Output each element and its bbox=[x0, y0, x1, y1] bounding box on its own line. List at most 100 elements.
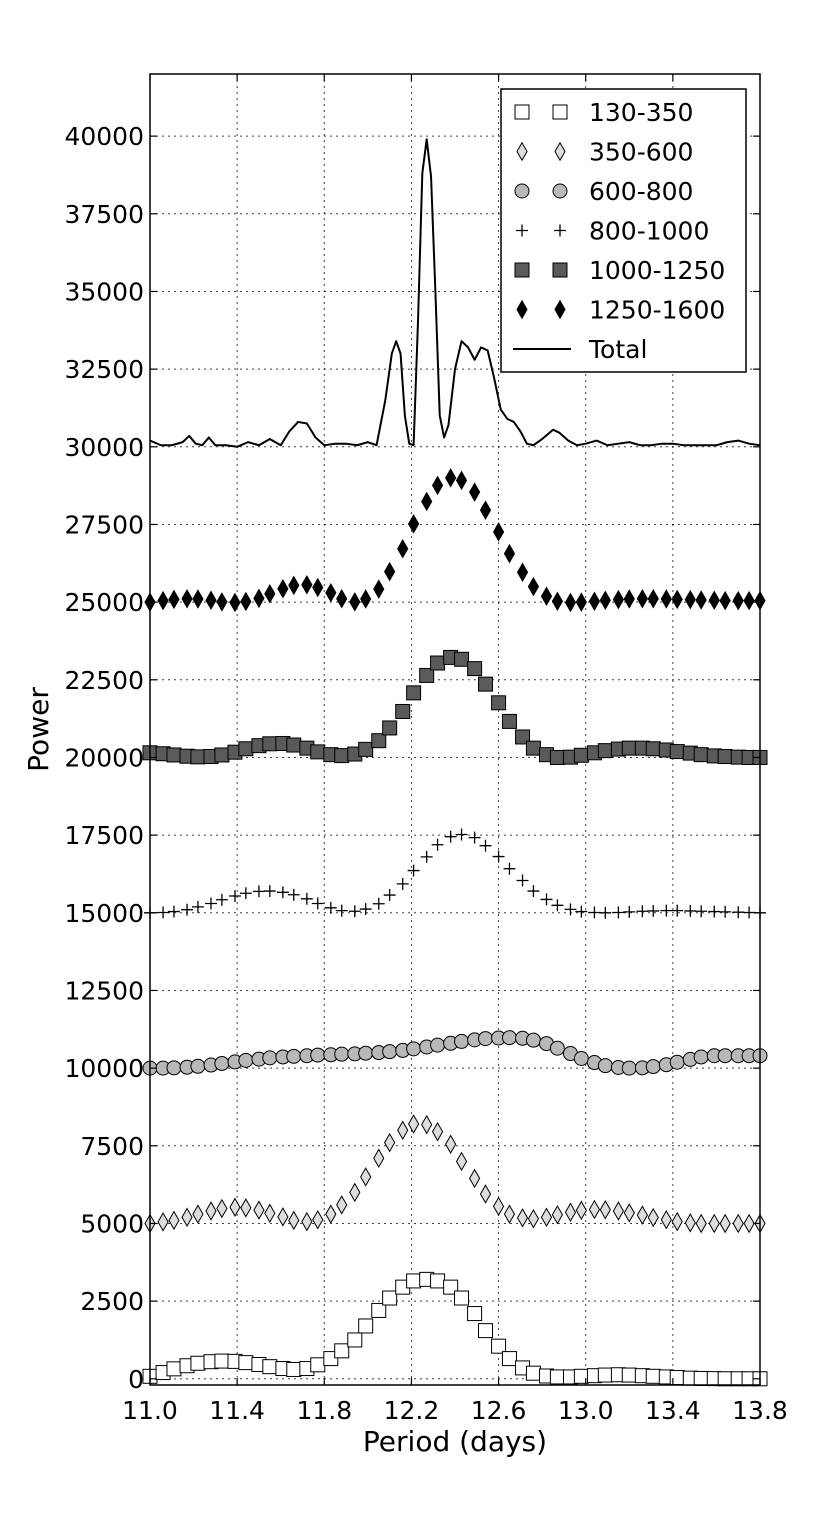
data-point bbox=[551, 591, 564, 611]
data-point bbox=[503, 862, 516, 875]
data-point bbox=[717, 1048, 733, 1064]
legend-marker bbox=[552, 183, 568, 199]
data-point bbox=[310, 1357, 326, 1373]
series-1000-1250 bbox=[142, 649, 768, 765]
y-tick-label: 17500 bbox=[64, 821, 144, 850]
data-point bbox=[214, 1353, 230, 1369]
data-point bbox=[588, 591, 601, 611]
data-point bbox=[645, 1059, 661, 1075]
data-point bbox=[238, 1052, 254, 1068]
y-tick-label: 37500 bbox=[64, 200, 144, 229]
data-point bbox=[719, 905, 732, 918]
data-point bbox=[645, 741, 661, 757]
data-point bbox=[382, 720, 398, 736]
y-tick-label: 20000 bbox=[64, 743, 144, 772]
data-point bbox=[732, 590, 744, 611]
data-point bbox=[527, 576, 540, 597]
data-point bbox=[382, 1044, 398, 1060]
series-600-800 bbox=[142, 1030, 768, 1076]
data-point bbox=[421, 1114, 433, 1135]
y-tick-label: 30000 bbox=[64, 433, 144, 462]
data-point bbox=[371, 733, 387, 749]
data-point bbox=[588, 1199, 601, 1220]
data-point bbox=[467, 661, 483, 677]
data-point bbox=[549, 1040, 565, 1056]
data-point bbox=[503, 1204, 516, 1224]
data-point bbox=[573, 747, 589, 763]
data-point bbox=[575, 905, 588, 918]
data-point bbox=[527, 1209, 540, 1229]
x-tick-label: 11.0 bbox=[122, 1396, 178, 1425]
data-point bbox=[515, 729, 531, 745]
data-point bbox=[205, 1201, 217, 1221]
data-point bbox=[525, 1365, 541, 1381]
data-point bbox=[229, 1197, 241, 1218]
x-axis-label: Period (days) bbox=[363, 1425, 547, 1458]
data-point bbox=[190, 749, 206, 765]
data-point bbox=[597, 1367, 613, 1383]
data-point bbox=[669, 1054, 685, 1070]
data-point bbox=[334, 748, 350, 764]
data-point bbox=[551, 899, 564, 912]
data-point bbox=[599, 1200, 611, 1220]
data-point bbox=[467, 1306, 483, 1322]
data-point bbox=[588, 906, 601, 919]
data-point bbox=[383, 889, 396, 902]
data-point bbox=[454, 1290, 470, 1306]
data-point bbox=[325, 583, 337, 603]
plot-frame bbox=[149, 73, 761, 1386]
data-point bbox=[491, 1338, 507, 1354]
data-point bbox=[564, 592, 577, 613]
legend-marker bbox=[514, 104, 530, 120]
data-point bbox=[406, 685, 422, 701]
data-point bbox=[286, 737, 302, 753]
data-point bbox=[181, 588, 193, 609]
data-point bbox=[430, 1037, 446, 1053]
data-point bbox=[540, 1207, 553, 1227]
data-point bbox=[647, 904, 660, 917]
data-point bbox=[166, 747, 182, 763]
data-point bbox=[311, 897, 324, 910]
legend-label: 600-800 bbox=[589, 177, 693, 206]
data-point bbox=[205, 590, 217, 611]
data-point bbox=[597, 743, 613, 759]
data-point bbox=[288, 575, 300, 596]
data-point bbox=[743, 1213, 755, 1234]
data-point bbox=[397, 538, 409, 559]
data-point bbox=[671, 904, 684, 917]
y-tick-label: 35000 bbox=[64, 277, 144, 306]
data-point bbox=[168, 589, 180, 610]
legend-marker bbox=[554, 224, 566, 237]
data-point bbox=[623, 905, 636, 918]
data-point bbox=[684, 904, 697, 917]
data-point bbox=[478, 1031, 493, 1047]
x-tick-label: 11.4 bbox=[209, 1396, 265, 1425]
data-point bbox=[253, 1200, 265, 1220]
data-point bbox=[693, 1049, 709, 1065]
legend-marker bbox=[552, 104, 568, 120]
data-point bbox=[478, 676, 493, 692]
legend-marker bbox=[516, 224, 528, 237]
legend-box bbox=[500, 88, 747, 373]
data-point bbox=[455, 828, 468, 841]
axis-ticks: 11.0 11.4 11.8 12.2 12.6 13.0 13.4 13.8 0 2500 500… bbox=[64, 74, 788, 1425]
data-point bbox=[540, 586, 553, 606]
data-point bbox=[157, 1212, 169, 1232]
data-point bbox=[168, 905, 180, 918]
data-point bbox=[301, 574, 313, 595]
y-tick-label: 10000 bbox=[64, 1054, 144, 1083]
data-point bbox=[253, 588, 265, 609]
data-point bbox=[623, 589, 635, 609]
data-point bbox=[516, 1208, 529, 1228]
data-point bbox=[215, 893, 228, 906]
data-point bbox=[264, 1203, 276, 1223]
data-point bbox=[406, 1273, 422, 1289]
data-point bbox=[262, 1359, 278, 1375]
data-point bbox=[612, 1201, 625, 1221]
data-point bbox=[325, 1204, 337, 1224]
data-point bbox=[240, 1198, 252, 1218]
data-point bbox=[599, 590, 611, 611]
data-point bbox=[671, 589, 683, 610]
data-point bbox=[166, 1060, 182, 1076]
data-point bbox=[335, 904, 348, 917]
